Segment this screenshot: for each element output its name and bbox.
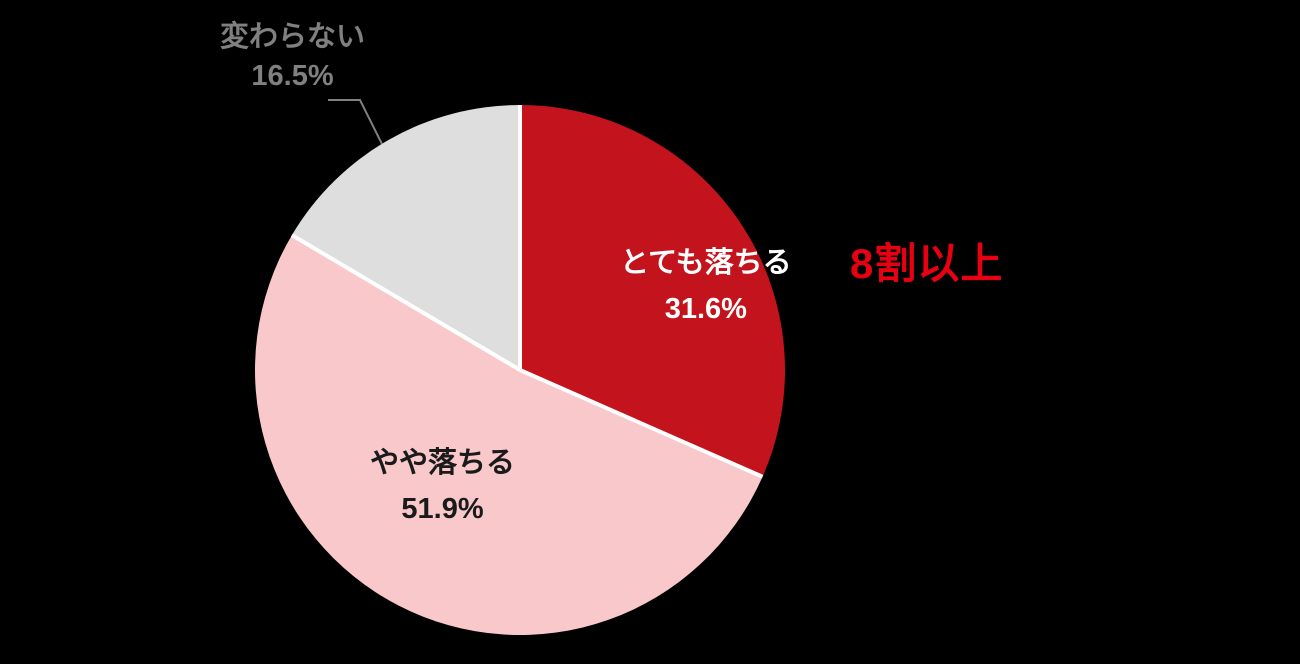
slice-label-very-pct: 31.6% — [620, 286, 792, 332]
slice-label-very-text: とても落ちる — [620, 247, 792, 279]
slice-label-same: 変わらない 16.5% — [220, 18, 365, 96]
slice-label-some: やや落ちる 51.9% — [370, 440, 515, 533]
slice-label-same-pct: 16.5% — [220, 57, 365, 96]
slice-label-some-pct: 51.9% — [370, 486, 515, 532]
callout-highlight: 8割以上 — [850, 230, 1003, 291]
chart-stage: 変わらない 16.5% とても落ちる 31.6% やや落ちる 51.9% 8割以… — [0, 0, 1300, 664]
slice-label-very: とても落ちる 31.6% — [620, 240, 792, 333]
slice-label-same-text: 変わらない — [220, 21, 365, 53]
leader-line — [328, 100, 382, 144]
slice-label-some-text: やや落ちる — [370, 447, 515, 479]
